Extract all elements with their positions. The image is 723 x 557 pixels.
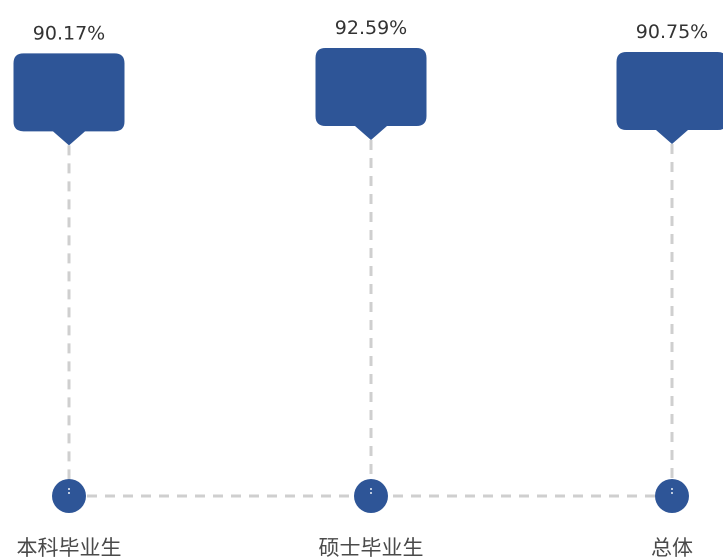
stems-layer — [67, 140, 674, 488]
markers-layer — [52, 479, 689, 513]
value-label: 90.75% — [636, 21, 708, 43]
value-labels-layer: 90.17% 92.59% 90.75% — [33, 17, 708, 44]
value-callout-bubble — [315, 48, 427, 140]
value-label: 92.59% — [335, 17, 407, 39]
category-label: 硕士毕业生 — [319, 536, 424, 557]
category-label: 总体 — [651, 536, 693, 557]
point-marker — [354, 479, 388, 513]
value-label: 90.17% — [33, 22, 105, 44]
category-labels-layer: 本科毕业生 硕士毕业生 总体 — [17, 536, 694, 557]
category-label: 本科毕业生 — [17, 536, 122, 557]
callouts-layer — [13, 48, 723, 146]
value-callout-bubble — [13, 53, 125, 146]
point-marker — [52, 479, 86, 513]
point-marker — [655, 479, 689, 513]
value-callout-bubble — [616, 52, 723, 145]
